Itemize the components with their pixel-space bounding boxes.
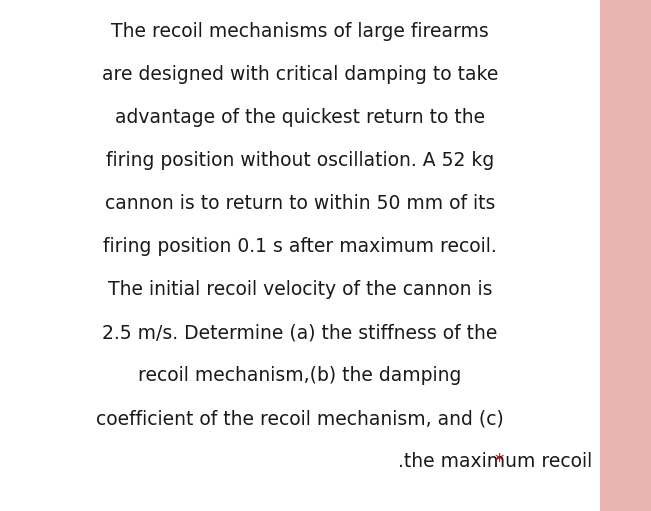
Text: *: *	[494, 452, 504, 471]
Text: advantage of the quickest return to the: advantage of the quickest return to the	[115, 108, 485, 127]
Text: are designed with critical damping to take: are designed with critical damping to ta…	[102, 65, 498, 84]
Text: cannon is to return to within 50 mm of its: cannon is to return to within 50 mm of i…	[105, 194, 495, 213]
Bar	[600, 0, 651, 511]
Text: recoil mechanism,(b) the damping: recoil mechanism,(b) the damping	[138, 366, 462, 385]
Text: .the maximum recoil: .the maximum recoil	[392, 452, 592, 471]
Text: The recoil mechanisms of large firearms: The recoil mechanisms of large firearms	[111, 22, 489, 41]
Text: firing position 0.1 s after maximum recoil.: firing position 0.1 s after maximum reco…	[103, 237, 497, 256]
Text: 2.5 m/s. Determine (a) the stiffness of the: 2.5 m/s. Determine (a) the stiffness of …	[102, 323, 497, 342]
Text: firing position without oscillation. A 52 kg: firing position without oscillation. A 5…	[106, 151, 494, 170]
Text: The initial recoil velocity of the cannon is: The initial recoil velocity of the canno…	[108, 280, 492, 299]
Text: coefficient of the recoil mechanism, and (c): coefficient of the recoil mechanism, and…	[96, 409, 504, 428]
